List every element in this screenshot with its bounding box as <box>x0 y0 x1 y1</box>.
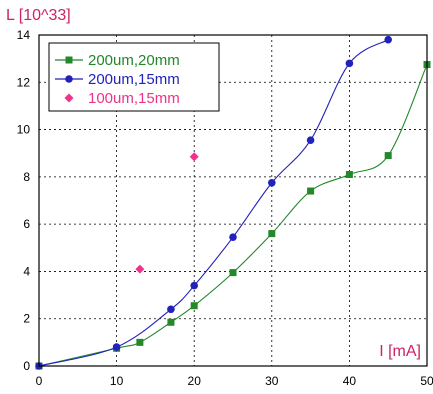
data-point <box>190 281 198 290</box>
data-point <box>167 305 175 314</box>
x-tick-label: 50 <box>420 374 433 388</box>
data-point <box>384 35 393 44</box>
y-tick-label: 4 <box>23 264 30 278</box>
legend-label: 100um,15mm <box>88 90 180 107</box>
legend-marker <box>65 75 73 83</box>
x-tick-label: 40 <box>343 374 357 388</box>
y-axis-label: L [10^33] <box>6 7 71 24</box>
data-point <box>135 264 145 274</box>
data-point <box>190 302 198 310</box>
data-point <box>345 59 354 68</box>
y-tick-label: 12 <box>17 75 31 89</box>
y-tick-label: 10 <box>17 123 31 137</box>
data-point <box>306 136 315 145</box>
data-point <box>136 338 144 346</box>
data-point <box>345 170 353 178</box>
data-point <box>268 230 276 238</box>
legend-marker <box>65 56 73 64</box>
data-point <box>384 152 392 160</box>
legend-box <box>48 42 220 112</box>
tick-labels: 0 10 20 30 40 50 0 2 4 6 8 10 12 14 <box>17 28 433 388</box>
data-point <box>307 187 315 195</box>
data-point <box>229 269 237 277</box>
x-tick-label: 10 <box>110 374 124 388</box>
data-point <box>112 343 121 351</box>
y-tick-label: 0 <box>23 359 30 373</box>
x-axis-label: I [mA] <box>379 343 421 360</box>
legend-marker <box>64 93 74 103</box>
x-tick-label: 0 <box>36 374 43 388</box>
y-tick-label: 8 <box>23 170 30 184</box>
data-point <box>268 178 276 187</box>
y-tick-label: 2 <box>23 312 30 326</box>
legend: 200um,20mm 200um,15mm 100um,15mm <box>48 42 220 112</box>
x-tick-label: 20 <box>188 374 202 388</box>
legend-label: 200um,20mm <box>88 52 180 69</box>
legend-label: 200um,15mm <box>88 71 180 88</box>
data-point <box>189 152 199 162</box>
y-tick-label: 6 <box>23 217 30 231</box>
y-tick-label: 14 <box>17 28 31 42</box>
data-point <box>167 318 175 326</box>
plot-frame <box>38 34 428 367</box>
x-tick-label: 30 <box>265 374 279 388</box>
data-point <box>229 233 237 241</box>
